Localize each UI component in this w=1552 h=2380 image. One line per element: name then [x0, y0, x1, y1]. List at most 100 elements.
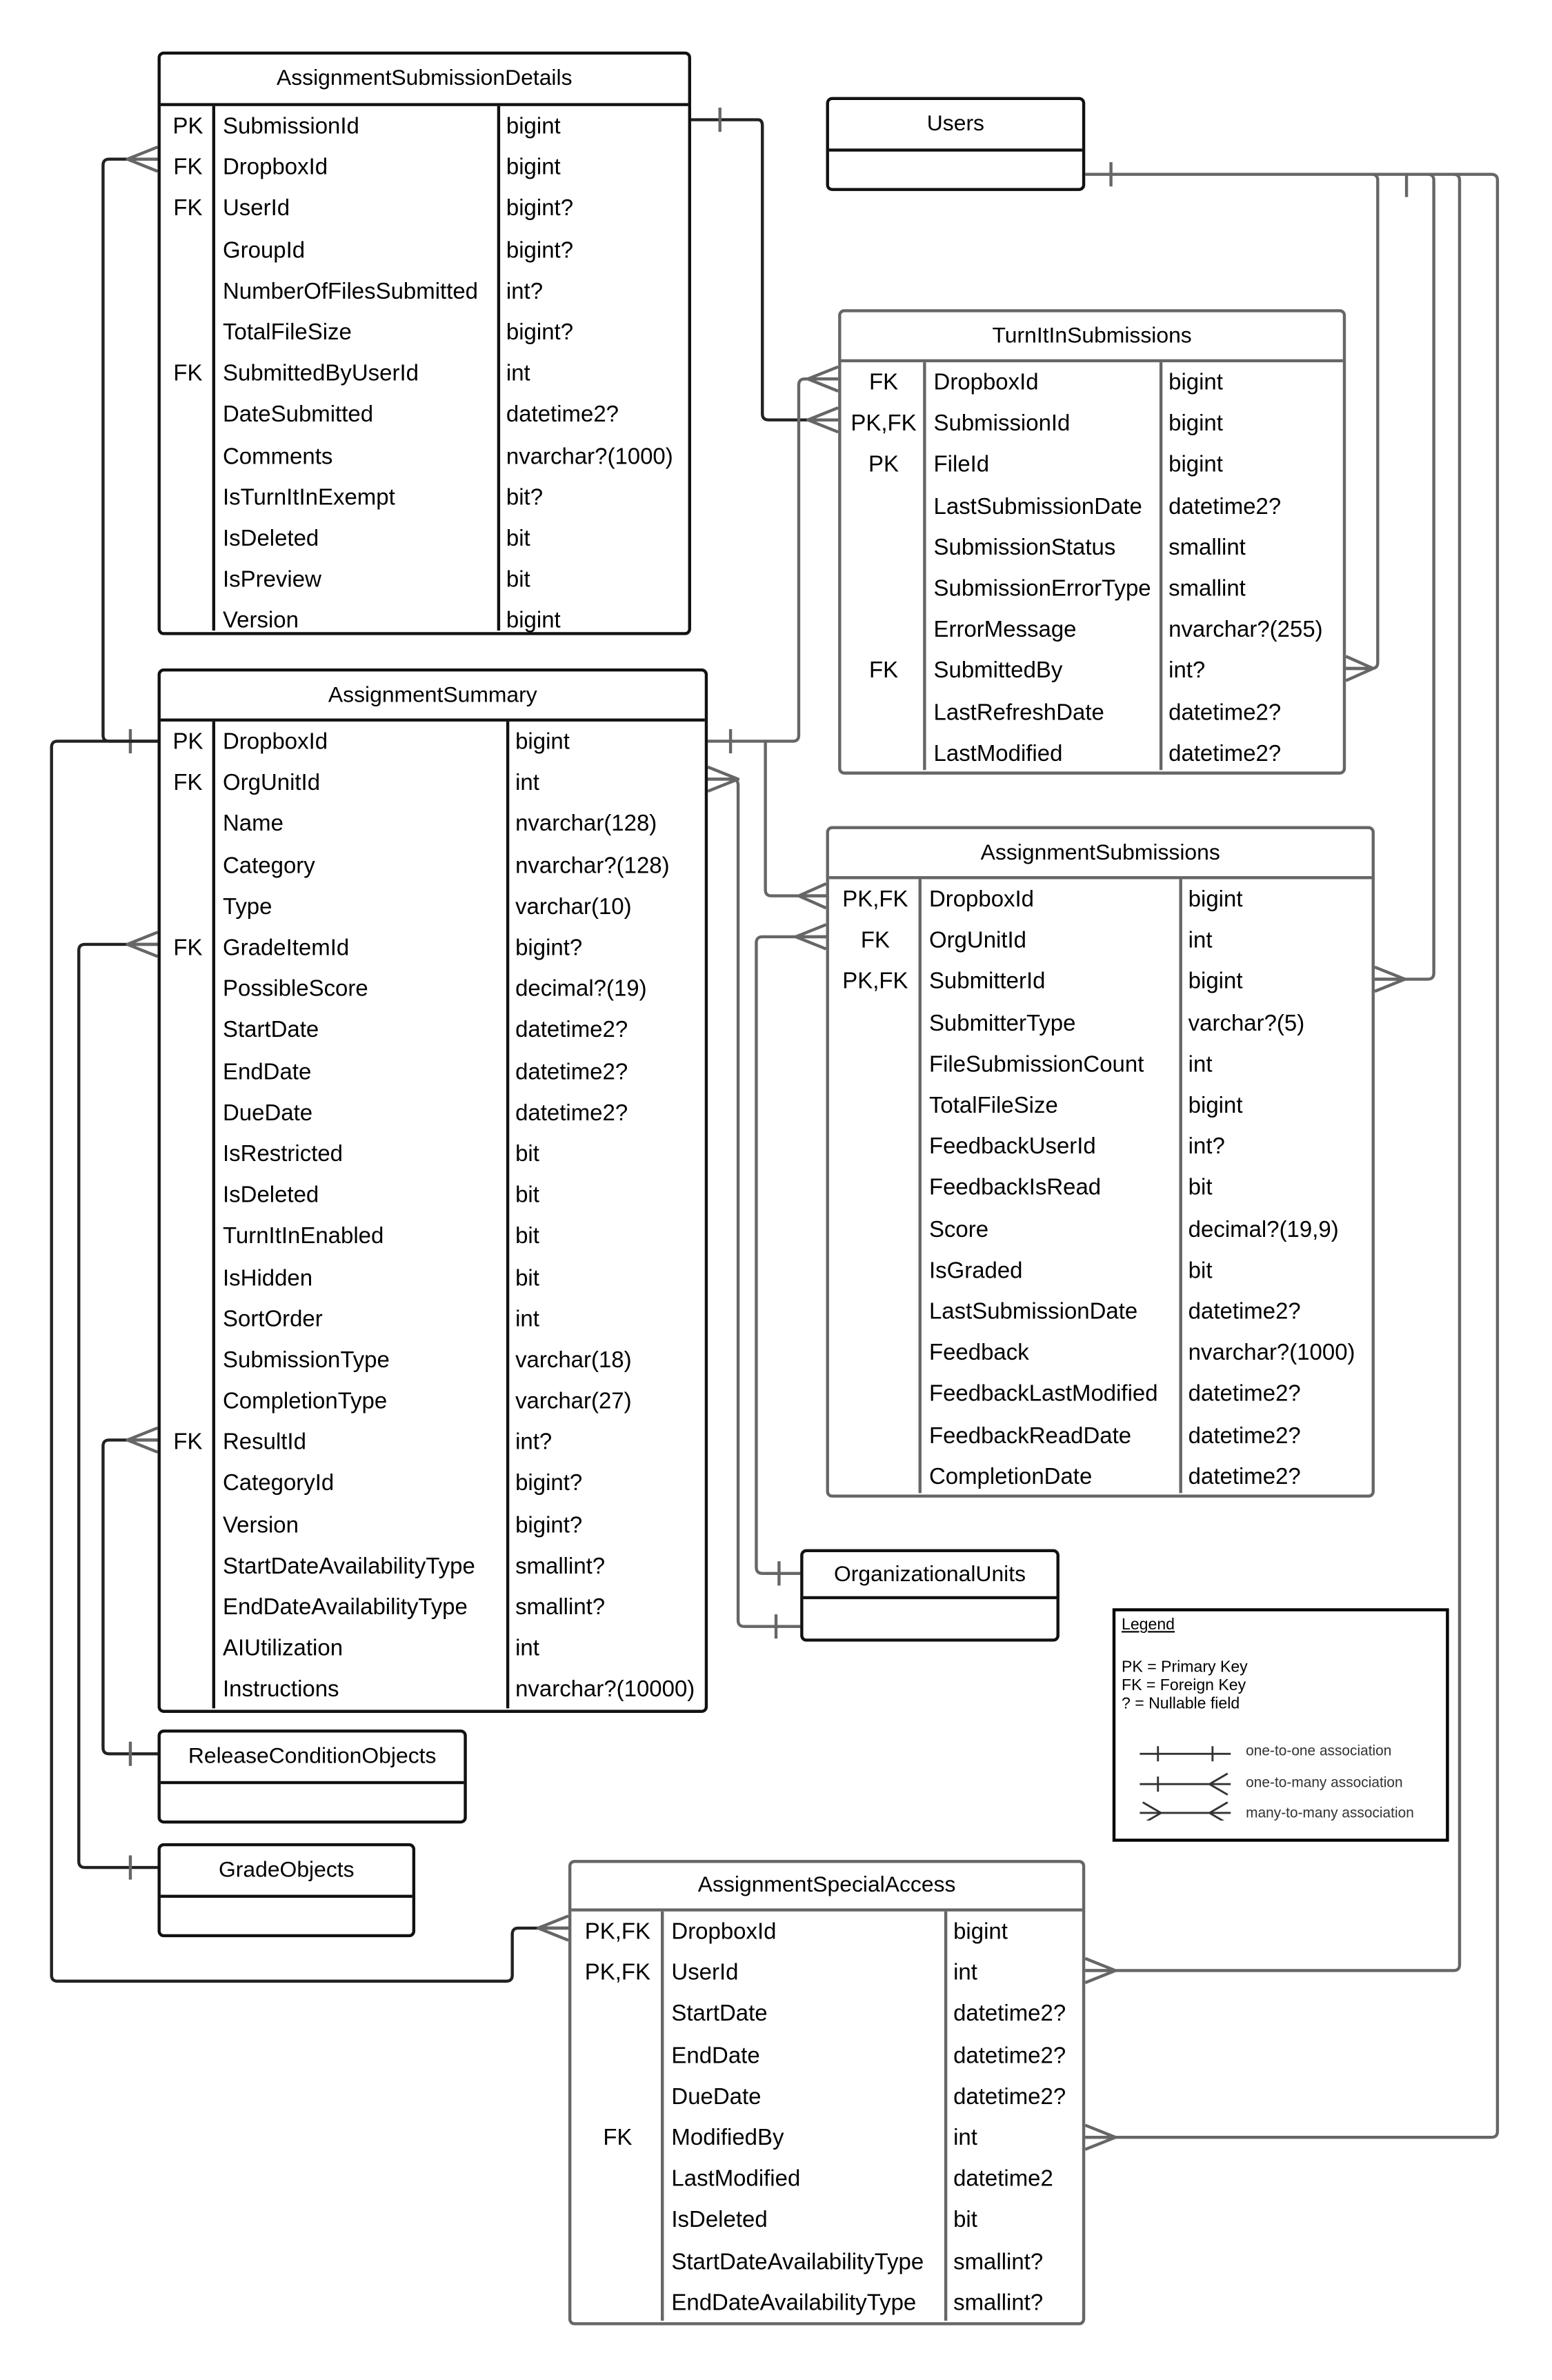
- table-row: LastModified datetime2?: [842, 733, 1343, 775]
- column-name: IsDeleted: [671, 2208, 768, 2234]
- table-row: ErrorMessage nvarchar?(255): [842, 610, 1343, 651]
- column-name: StartDateAvailabilityType: [671, 2248, 924, 2275]
- column-type: bigint?: [515, 935, 583, 962]
- table-row: LastSubmissionDate datetime2?: [842, 486, 1343, 527]
- table-row: SubmissionType varchar(18): [161, 1340, 705, 1381]
- table-row: FileSubmissionCount int: [829, 1044, 1372, 1085]
- table-row: CompletionType varchar(27): [161, 1381, 705, 1422]
- column-type: int?: [506, 278, 544, 305]
- column-name: SubmissionId: [933, 411, 1071, 437]
- column-name: FeedbackUserId: [928, 1134, 1096, 1160]
- table-row: DueDate datetime2?: [161, 1093, 705, 1134]
- crows-foot-icon: [536, 1914, 569, 1942]
- table-row: FK OrgUnitId int: [829, 920, 1372, 962]
- column-divider: [923, 362, 926, 771]
- column-name: DueDate: [671, 2083, 762, 2110]
- column-name: FileSubmissionCount: [928, 1051, 1144, 1078]
- table-row: PossibleScore decimal?(19): [161, 969, 705, 1010]
- column-type: bit: [506, 526, 530, 552]
- column-type: bit: [1188, 1175, 1213, 1202]
- column-name: SubmittedBy: [933, 658, 1063, 684]
- key-cell: FK: [173, 196, 203, 222]
- key-cell: PK: [172, 729, 203, 755]
- table-row: TurnItInEnabled bit: [161, 1216, 705, 1258]
- column-name: EndDate: [223, 1059, 312, 1085]
- column-type: int: [953, 1960, 977, 1987]
- table-row: SortOrder int: [161, 1298, 705, 1340]
- column-name: FeedbackReadDate: [928, 1422, 1132, 1449]
- link-orgunits-submissions: [755, 935, 826, 1575]
- table-organizational-units: OrganizationalUnits: [800, 1549, 1059, 1642]
- column-type: bit: [515, 1223, 539, 1250]
- link-users-specialaccess-modifiedby: [1085, 172, 1500, 2139]
- column-type: bigint: [1168, 411, 1223, 437]
- table-row: FeedbackLastModified datetime2?: [829, 1374, 1372, 1415]
- key-cell: FK: [868, 370, 899, 396]
- key-cell: FK: [173, 155, 203, 181]
- table-row: SubmissionStatus smallint: [842, 527, 1343, 568]
- table-turnitin-submissions: TurnItInSubmissions FK DropboxId bigint PK,F…: [838, 309, 1346, 775]
- column-divider: [1159, 362, 1163, 771]
- legend-symbols: [1140, 1746, 1231, 1821]
- column-name: SubmitterId: [928, 969, 1046, 995]
- column-name: IsRestricted: [223, 1141, 344, 1167]
- column-type: int: [1188, 928, 1213, 954]
- column-name: StartDate: [671, 2001, 768, 2027]
- column-type: datetime2?: [1168, 493, 1282, 519]
- table-assignment-submission-details: AssignmentSubmissionDetails PK SubmissionI…: [157, 51, 691, 635]
- column-name: SubmittedByUserId: [223, 361, 419, 387]
- table-row: EndDateAvailabilityType smallint?: [571, 2282, 1082, 2323]
- key-cell: PK,FK: [842, 886, 908, 913]
- column-type: bit: [515, 1265, 539, 1291]
- table-row: FK ResultId int?: [161, 1422, 705, 1463]
- table-row: AIUtilization int: [161, 1628, 705, 1669]
- column-type: varchar(10): [515, 894, 632, 920]
- column-name: EndDateAvailabilityType: [223, 1594, 468, 1620]
- table-row: Type varchar(10): [161, 886, 705, 928]
- column-name: DropboxId: [933, 370, 1039, 396]
- column-divider: [1179, 879, 1182, 1494]
- column-divider: [212, 106, 216, 631]
- crows-foot-icon: [1345, 655, 1375, 682]
- table-row: SubmitterType varchar?(5): [829, 1003, 1372, 1044]
- column-type: int: [515, 1636, 539, 1662]
- key-cell: FK: [173, 361, 203, 387]
- column-type: bigint?: [506, 319, 574, 346]
- column-type: bigint?: [515, 1471, 583, 1497]
- column-name: AIUtilization: [223, 1636, 344, 1662]
- column-type: bit: [953, 2208, 977, 2234]
- column-type: smallint: [1168, 535, 1246, 561]
- link-users-turnitin: [1346, 172, 1380, 671]
- column-type: bigint: [506, 608, 561, 635]
- column-type: bigint: [1168, 452, 1223, 479]
- crows-foot-icon: [1084, 2123, 1117, 2151]
- column-type: smallint: [1168, 576, 1246, 602]
- column-type: datetime2?: [1188, 1422, 1301, 1449]
- column-name: DropboxId: [223, 155, 328, 181]
- table-row: IsDeleted bit: [571, 2200, 1082, 2241]
- column-name: ErrorMessage: [933, 617, 1077, 644]
- column-type: bigint: [1188, 1093, 1243, 1119]
- table-row: GroupId bigint?: [161, 230, 688, 271]
- column-name: TotalFileSize: [928, 1093, 1058, 1119]
- table-row: FeedbackUserId int?: [829, 1127, 1372, 1168]
- table-row: FK OrgUnitId int: [161, 763, 705, 804]
- column-type: datetime2?: [515, 1018, 628, 1044]
- table-row: CategoryId bigint?: [161, 1463, 705, 1505]
- column-type: decimal?(19): [515, 976, 647, 1002]
- column-type: nvarchar?(128): [515, 853, 670, 879]
- column-name: ResultId: [223, 1429, 306, 1456]
- one-to-one-icon: [1140, 1746, 1231, 1762]
- link-summary-specialaccess: [50, 740, 568, 1983]
- column-name: LastModified: [933, 740, 1063, 767]
- key-cell: PK: [172, 114, 203, 140]
- table-row: EndDate datetime2?: [571, 2035, 1082, 2076]
- column-divider: [918, 879, 922, 1494]
- link-summary-submissions: [764, 741, 826, 898]
- table-row: TotalFileSize bigint?: [161, 313, 688, 354]
- crows-foot-icon: [806, 365, 839, 393]
- column-type: bit: [1188, 1258, 1213, 1284]
- column-type: int: [1188, 1051, 1213, 1078]
- table-users: Users: [826, 97, 1086, 191]
- table-title: AssignmentSubmissionDetails: [160, 54, 688, 106]
